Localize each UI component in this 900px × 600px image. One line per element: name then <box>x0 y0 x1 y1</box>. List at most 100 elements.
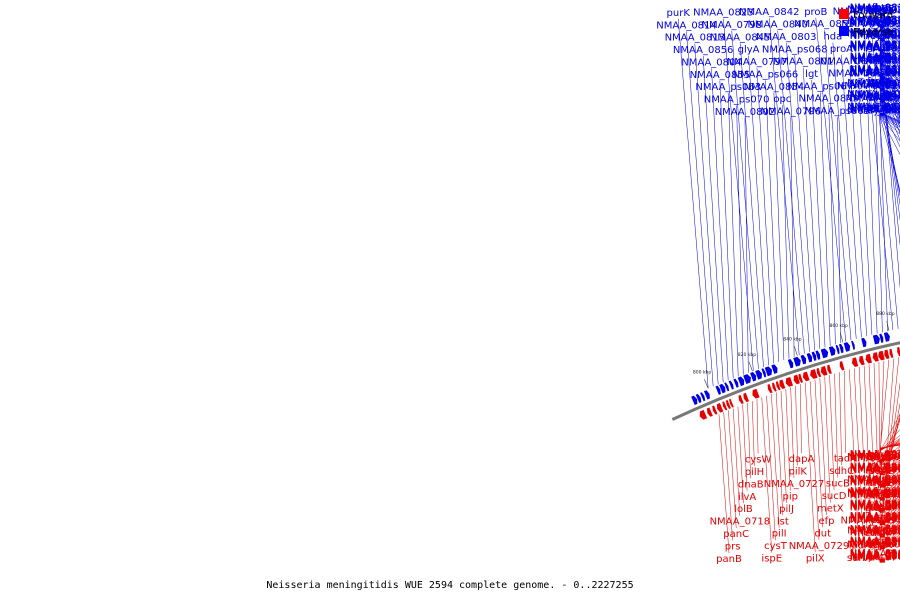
gene-label: NMAA_0787 <box>850 490 900 501</box>
gene-arrow <box>716 403 724 413</box>
gene-label: NMAA_0734 <box>840 516 900 527</box>
gene-arrow <box>865 353 872 364</box>
gene-label: argB <box>868 538 891 549</box>
gene-arrow <box>793 374 800 385</box>
leader-line <box>834 373 839 478</box>
gene-label: lon <box>872 79 887 90</box>
gene-label: NMAA_ps056 <box>847 29 900 40</box>
gene-label: dld <box>872 53 887 64</box>
gene-label: panC <box>723 529 749 540</box>
gene-label: NMAA_0875 <box>850 464 900 475</box>
gene-label: NMAA_ps057 <box>847 78 900 89</box>
gene-label: NMAA_0805 <box>850 465 900 476</box>
legend-forward-label: Forward <box>853 10 893 21</box>
leader-line <box>736 105 744 375</box>
leader-line <box>723 412 733 541</box>
gene-arrow <box>839 361 845 371</box>
leader-line <box>866 91 878 334</box>
tick-label: 800 kbp <box>693 370 711 376</box>
gene-label: NMAA_0731 <box>850 41 900 52</box>
leader-line <box>868 364 875 503</box>
gene-label: dut <box>814 528 831 539</box>
gene-label: NMAA_0786 <box>850 515 900 526</box>
leader-line <box>780 390 787 503</box>
leader-line <box>748 55 769 366</box>
leader-line <box>809 381 820 540</box>
gene-label: rnr <box>873 524 888 535</box>
gene-label: NMAA_0955 <box>850 511 900 522</box>
gene-label: NMAA_0921 <box>850 549 900 560</box>
gene-label: NMAA_0854 <box>744 82 805 93</box>
gene-features <box>691 329 900 420</box>
gene-label: NMAA_ps060 <box>847 489 900 500</box>
gene-label: opc <box>773 94 791 105</box>
gene-label: sucB <box>826 479 850 490</box>
gene-label: NMAA_0892 <box>833 6 894 17</box>
gene-arrow <box>699 409 708 420</box>
leader-line <box>811 80 826 348</box>
leader-line <box>879 100 900 112</box>
gene-label: cysD <box>868 105 893 116</box>
gene-label: NMAA_ps064 <box>847 452 900 463</box>
gene-label: NMAA_ps074 <box>847 106 900 117</box>
gene-label: ung <box>870 512 889 523</box>
gene-label: rpmJ2 <box>865 4 895 15</box>
gene-label: accA <box>868 513 892 524</box>
gene-label: ilvA <box>738 492 756 503</box>
gene-label: NMAA_ps078 <box>847 5 900 16</box>
gene-label: NMAA_0765 <box>850 527 900 538</box>
gene-label: leuA <box>869 451 891 462</box>
gene-label: ispE <box>761 554 782 565</box>
gene-label: NMAA_0843 <box>798 94 859 105</box>
legend-reverse-swatch <box>839 26 849 36</box>
gene-label: NMAA_0958 <box>850 449 900 460</box>
tick-label: 820 kbp <box>738 352 756 358</box>
gene-label: NMAA_0791 <box>850 65 900 76</box>
gene-arrow <box>764 366 773 377</box>
gene-label: panB <box>716 554 742 565</box>
leader-line <box>879 413 900 502</box>
gene-label: NMAA_0893 <box>841 19 900 30</box>
gene-label: NMAA_0907 <box>850 537 900 548</box>
leader-line <box>879 66 900 129</box>
gene-label: bfrA <box>870 104 891 115</box>
map-caption: Neisseria meningitidis WUE 2594 complete… <box>266 580 633 591</box>
gene-label: NMAA_0823 <box>693 8 754 19</box>
gene-label: sdhC <box>829 466 854 477</box>
tick-line <box>794 346 798 356</box>
gene-label: serB <box>869 465 891 476</box>
gene-label: NMAA_0898 <box>850 476 900 487</box>
gene-arrow <box>695 393 702 404</box>
gene-label: sodB <box>868 53 893 64</box>
leader-line <box>737 406 744 504</box>
gene-label: cysA <box>868 66 892 77</box>
gene-label: gltA <box>865 503 885 514</box>
gene-label: bfrB <box>870 54 891 65</box>
gene-label: NMAA_ps069 <box>847 89 900 100</box>
gene-label: NMAA_0877 <box>850 538 900 549</box>
gene-label: trpE <box>870 52 891 63</box>
gene-arrow <box>767 384 773 394</box>
gene-label: pilH <box>745 467 764 478</box>
leader-line <box>879 429 900 452</box>
gene-label: NMAA_0806 <box>850 551 900 562</box>
gene-arrow <box>752 388 760 399</box>
leader-line <box>728 410 737 529</box>
gene-arrow <box>771 364 778 374</box>
leader-line <box>718 414 730 554</box>
leader-line <box>879 99 900 110</box>
gene-label: metE <box>867 478 893 489</box>
gene-label: ruvB <box>868 499 891 510</box>
gene-label: NMAA_0856 <box>673 45 734 56</box>
gene-label: lipA2 <box>867 92 892 103</box>
leader-line <box>686 31 714 387</box>
gene-label: NMAA_0759 <box>850 40 900 51</box>
gene-label: NMAA_0754 <box>850 502 900 513</box>
label-leader-lines <box>677 13 900 554</box>
leader-line <box>853 368 864 540</box>
gene-label: sucD <box>822 491 847 502</box>
gene-label: leuB <box>869 524 891 535</box>
gene-label: NMAA_0927 <box>850 5 900 16</box>
gene-label: NMAA_ps076 <box>847 475 900 486</box>
gene-label: NMAA_0861 <box>850 551 900 562</box>
